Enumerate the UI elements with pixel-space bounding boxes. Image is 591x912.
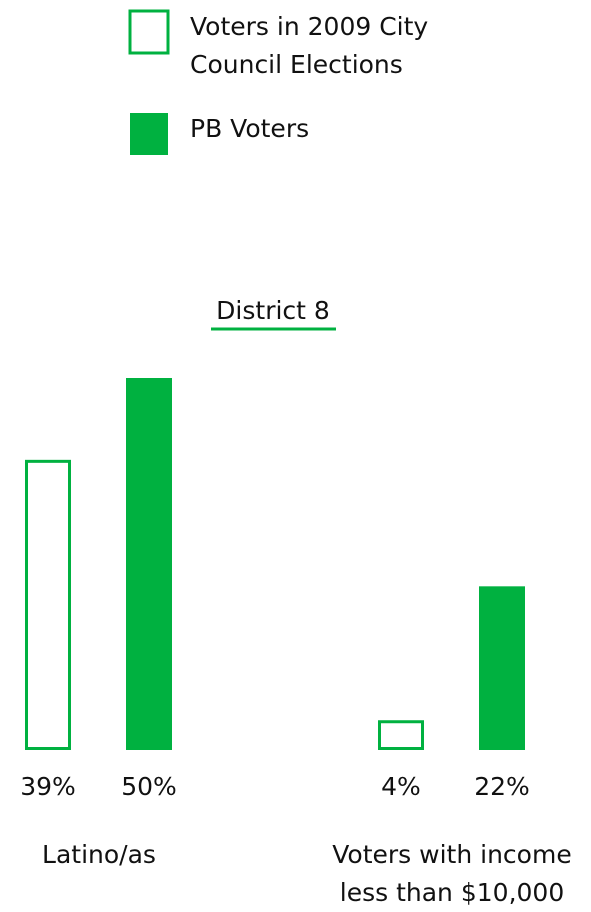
category-label: Voters with income less than $10,000 (332, 840, 572, 907)
bar (479, 586, 525, 750)
category-label: Latino/as (42, 840, 156, 869)
value-label: 39% (20, 772, 76, 801)
legend-label: Voters in 2009 City Council Elections (190, 12, 429, 79)
value-label: 22% (474, 772, 530, 801)
value-label: 50% (121, 772, 177, 801)
bar (126, 378, 172, 750)
bar (25, 459, 71, 750)
legend-swatch (130, 113, 168, 155)
legend-label: PB Voters (190, 114, 310, 143)
bar (378, 720, 424, 750)
chart-title: District 8 (216, 296, 330, 325)
legend-swatch (128, 9, 170, 55)
value-label: 4% (381, 772, 421, 801)
